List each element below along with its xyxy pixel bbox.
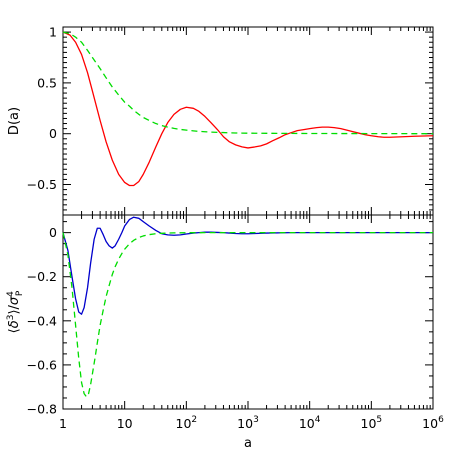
x-tick-label: 105 (361, 415, 383, 431)
y-tick-label: −0.6 (27, 357, 57, 372)
top-panel-d-of-a: −0.5 0 0.5 1 D(a) (7, 25, 434, 216)
y-tick-label: 1 (49, 25, 57, 40)
y-axis-label-bottom: ⟨δ3⟩/σ4P (6, 290, 25, 333)
y-tick-label: 0 (49, 126, 57, 141)
y-axis-label-top: D(a) (7, 107, 22, 135)
dashed-green-curve (62, 231, 433, 398)
solid-curve (62, 31, 434, 187)
plot-frame (62, 26, 434, 216)
x-axis-label: a (244, 436, 252, 451)
plot-frame (62, 214, 434, 410)
solid-curve (62, 216, 433, 315)
y-tick-label: −0.4 (27, 313, 57, 328)
x-tick-label: 103 (237, 415, 259, 431)
y-tick-label: 0.5 (37, 75, 57, 90)
y-tick-label: −0.5 (27, 177, 57, 192)
bottom-panel-skewness: −0.8 −0.6 −0.4 −0.2 0 ⟨δ3⟩/σ4P 1 10 102 103 104 105… (6, 214, 444, 451)
x-tick-label: 104 (299, 415, 321, 431)
y-tick-label: −0.8 (27, 402, 57, 417)
x-tick-label: 10 (117, 416, 133, 431)
y-tick-label: 0 (49, 225, 57, 240)
y-tick-label: −0.2 (27, 269, 57, 284)
x-tick-label: 1 (59, 416, 67, 431)
x-tick-label: 102 (176, 415, 198, 431)
dashed-green-curve (62, 31, 434, 135)
x-tick-label: 106 (422, 415, 444, 431)
